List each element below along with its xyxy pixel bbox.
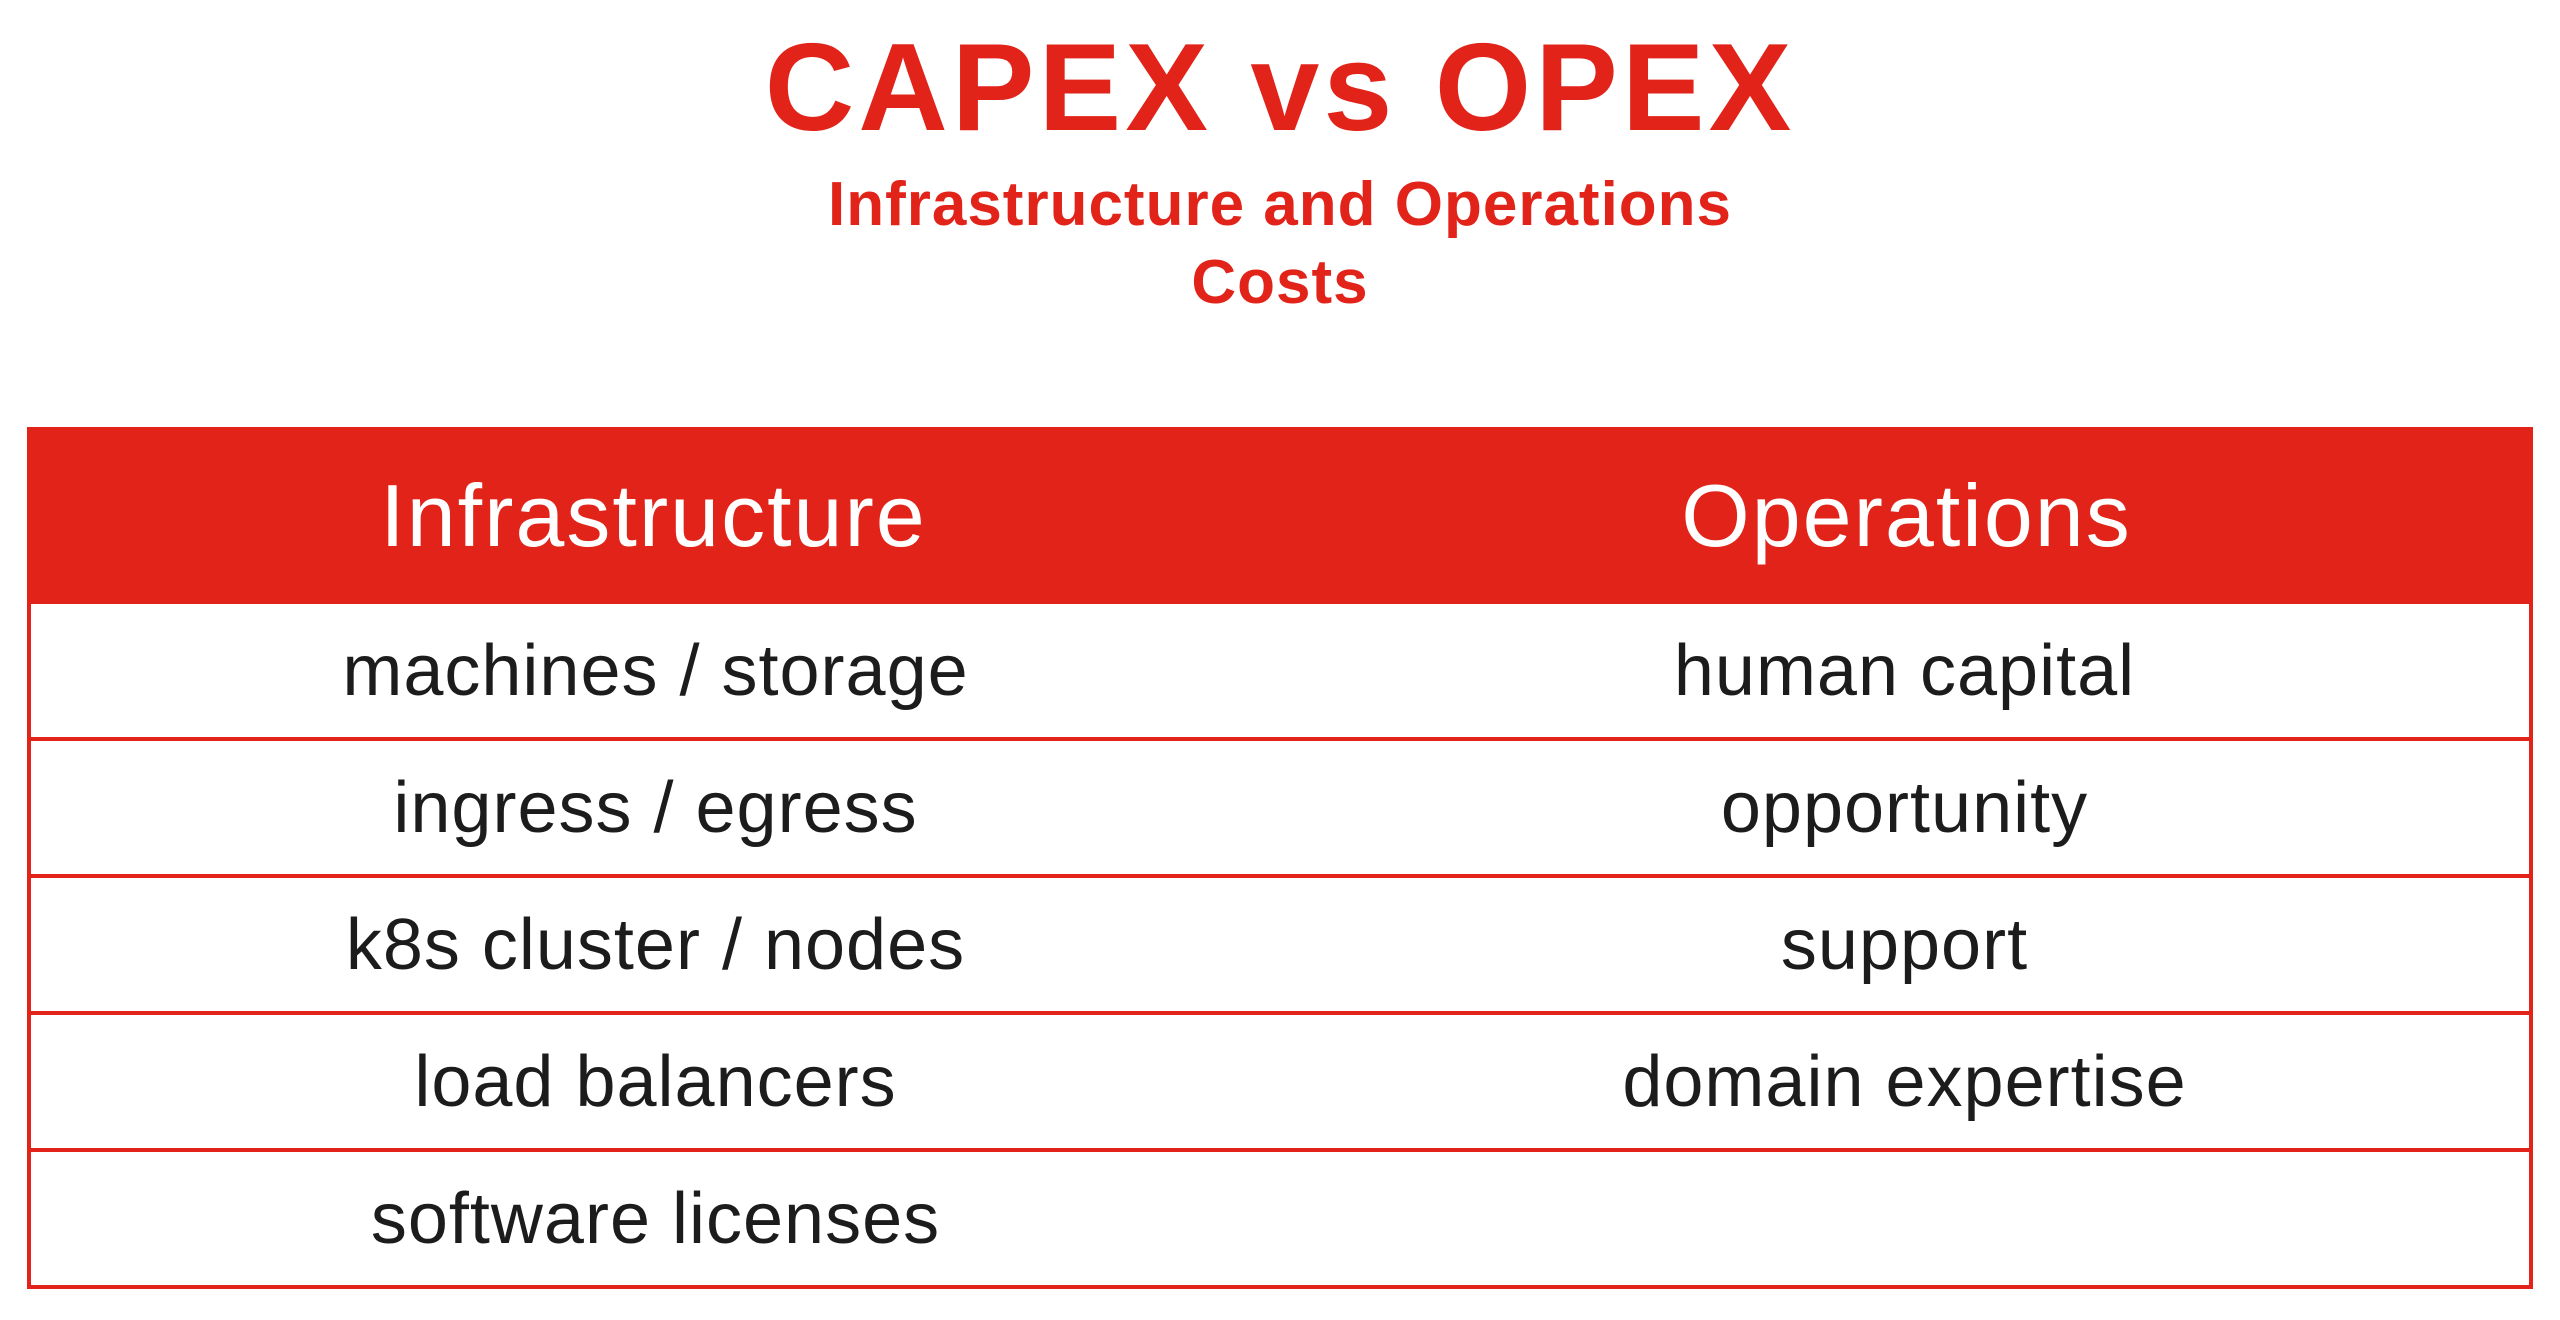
page-subtitle: Infrastructure and Operations Costs bbox=[0, 166, 2560, 321]
table-row: ingress / egress opportunity bbox=[31, 741, 2529, 879]
page-subtitle-line1: Infrastructure and Operations bbox=[827, 170, 1733, 240]
table-row: k8s cluster / nodes support bbox=[31, 878, 2529, 1016]
table-header-row: Infrastructure Operations bbox=[27, 427, 2533, 605]
table-cell-operations bbox=[1280, 1152, 2529, 1285]
table-cell-infrastructure: software licenses bbox=[370, 1178, 941, 1259]
table-cell-operations: opportunity bbox=[1720, 767, 2089, 848]
column-header-operations: Operations bbox=[1681, 465, 2132, 565]
table-cell-infrastructure: ingress / egress bbox=[393, 767, 918, 848]
page-title: CAPEX vs OPEX bbox=[764, 19, 1796, 157]
table-cell-operations: support bbox=[1780, 904, 2029, 985]
column-header-infrastructure: Infrastructure bbox=[380, 465, 927, 565]
table-row: machines / storage human capital bbox=[31, 604, 2529, 742]
table-row: load balancers domain expertise bbox=[31, 1015, 2529, 1153]
table-cell-infrastructure: k8s cluster / nodes bbox=[345, 904, 966, 985]
title-block: CAPEX vs OPEX Infrastructure and Operati… bbox=[0, 0, 2560, 321]
table-row: software licenses bbox=[31, 1152, 2529, 1290]
table-cell-infrastructure: load balancers bbox=[414, 1041, 897, 1122]
table-cell-infrastructure: machines / storage bbox=[342, 630, 969, 711]
table-cell-operations: domain expertise bbox=[1622, 1041, 2187, 1122]
capex-opex-table: Infrastructure Operations machines / sto… bbox=[27, 427, 2533, 1290]
page-subtitle-line2: Costs bbox=[1191, 247, 1369, 317]
table-cell-operations: human capital bbox=[1673, 630, 2136, 711]
